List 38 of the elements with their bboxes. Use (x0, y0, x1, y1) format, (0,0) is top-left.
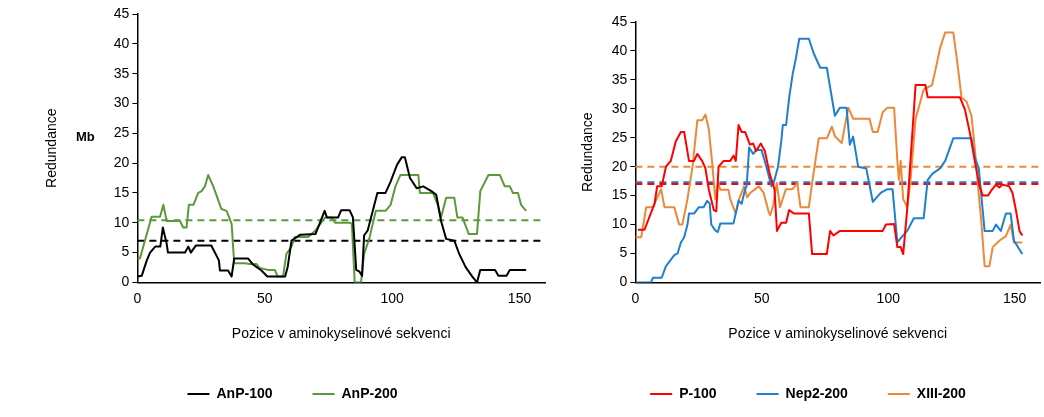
y-tick-label: 15 (611, 186, 628, 203)
x-axis-title: Pozice v aminokyselinové sekvenci (231, 325, 451, 342)
y-tick-label: 40 (611, 41, 628, 58)
legend-label: XIII-200 (916, 384, 967, 401)
y-tick-label: 5 (619, 244, 628, 261)
x-tick-label: 100 (380, 289, 405, 306)
y-tick-label: 40 (113, 34, 130, 51)
y-axis-title: Redundance (579, 112, 596, 192)
y-tick-label: 10 (611, 215, 628, 232)
y-axis-title: Redundance (43, 108, 60, 188)
legend-label: Nep2-200 (785, 384, 849, 401)
y-tick-label: 45 (611, 12, 628, 29)
x-tick-label: 150 (507, 289, 532, 306)
y-tick-label: 30 (113, 94, 130, 111)
y-tick-label: 20 (611, 157, 628, 174)
y-tick-label: 5 (121, 243, 130, 260)
y-tick-label: 15 (113, 183, 130, 200)
x-axis-title: Pozice v aminokyselinové sekvenci (728, 325, 948, 342)
y-tick-label: 45 (113, 4, 130, 21)
x-tick-label: 50 (256, 289, 273, 306)
legend-label: AnP-200 (341, 384, 398, 401)
y-tick-label: 35 (611, 70, 628, 87)
x-tick-label: 0 (133, 289, 142, 306)
x-tick-label: 0 (631, 289, 640, 306)
y-tick-label: 35 (113, 64, 130, 81)
y-tick-label: 25 (113, 124, 130, 141)
legend-label: P-100 (679, 384, 717, 401)
text: Mb (75, 128, 95, 144)
x-tick-label: 50 (754, 289, 770, 306)
legend-label: AnP-100 (216, 384, 273, 401)
y-tick-label: 20 (113, 153, 130, 170)
x-tick-label: 150 (1003, 289, 1027, 306)
y-tick-label: 0 (121, 273, 130, 290)
y-tick-label: 0 (619, 273, 628, 290)
y-tick-label: 25 (611, 128, 628, 145)
y-tick-label: 10 (113, 213, 130, 230)
y-tick-label: 30 (611, 99, 628, 116)
x-tick-label: 100 (876, 289, 901, 306)
